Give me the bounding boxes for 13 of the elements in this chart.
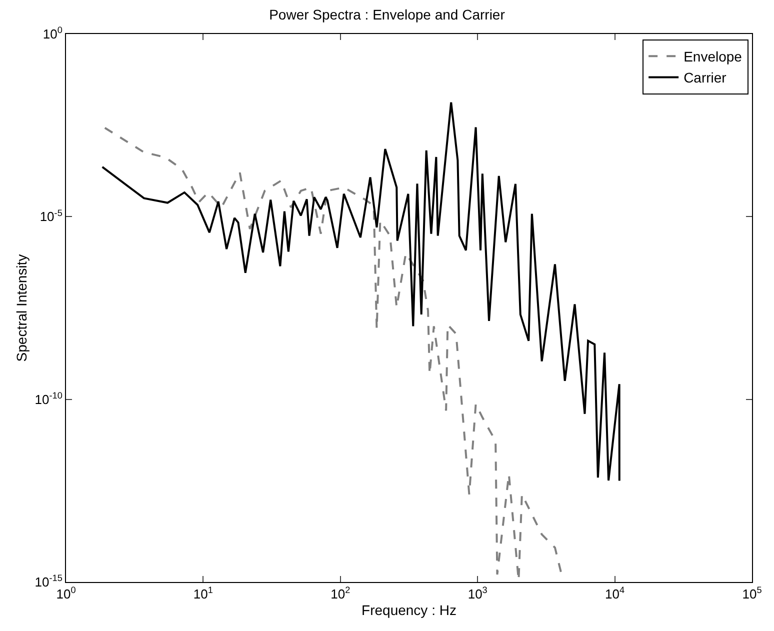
x-tick-label: 10$^{4}$: [605, 585, 625, 602]
legend-label: Carrier: [684, 70, 727, 86]
x-tick-label: 10$^{1}$: [193, 585, 213, 602]
x-tick-label: 10$^{3}$: [468, 585, 488, 602]
y-tick-label: 10$^{0}$: [42, 25, 62, 42]
y-tick-label: 10$^{-5}$: [40, 208, 62, 224]
chart-title: Power Spectra : Envelope and Carrier: [269, 6, 506, 22]
x-axis-title: Frequency : Hz: [362, 602, 456, 618]
y-tick-label: 10$^{-10}$: [34, 390, 62, 407]
y-axis-title: Spectral Intensity: [13, 254, 30, 362]
x-tick-label: 10$^{2}$: [330, 585, 350, 602]
legend-label: Envelope: [684, 48, 742, 65]
x-tick-label: 10$^{5}$: [742, 585, 762, 602]
